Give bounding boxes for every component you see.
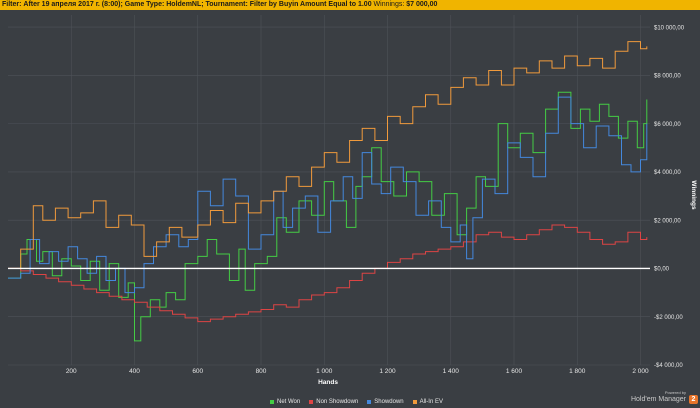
y-tick-label: $2 000,00	[654, 218, 681, 224]
y-tick-label: $6 000,00	[654, 122, 681, 128]
x-tick-label: 1 000	[316, 368, 333, 375]
legend-item-net-won[interactable]: Net Won	[270, 399, 300, 405]
legend-item-all-in-ev[interactable]: All-In EV	[412, 399, 443, 405]
series-line-showdown	[8, 96, 648, 294]
legend-label-non-showdown: Non Showdown	[316, 399, 359, 405]
x-tick-label: 2 000	[632, 368, 649, 375]
filter-text: After 19 апреля 2017 г. (8:00); Game Typ…	[23, 1, 372, 8]
x-tick-label: 1 600	[506, 368, 523, 375]
legend: Net Won Non Showdown Showdown All-In EV	[270, 397, 452, 407]
series-line-all-in-ev	[8, 41, 648, 269]
legend-swatch-all-in-ev	[412, 400, 417, 404]
x-tick-label: 1 800	[569, 368, 586, 375]
series-line-non-showdown	[8, 224, 648, 323]
x-tick-label: 800	[256, 368, 267, 375]
x-axis-title: Hands	[318, 379, 338, 386]
y-axis-title: Winnings	[690, 180, 697, 210]
winnings-chart: 200 400 600 800 1 000 1 200 1 400 1 600 1 800 2 0…	[8, 15, 697, 386]
x-tick-label: 1 200	[379, 368, 396, 375]
hem-logo-icon: 2	[689, 395, 698, 404]
y-tick-label: -$2 000,00	[654, 315, 683, 321]
x-tick-label: 600	[192, 368, 203, 375]
winnings-value: $7 000,00	[406, 1, 438, 8]
axis-labels: 200 400 600 800 1 000 1 200 1 400 1 600 1 800 2 0…	[8, 25, 697, 386]
x-tick-label: 1 400	[443, 368, 460, 375]
series-lines	[8, 41, 648, 342]
winnings-label: Winnings:	[373, 1, 405, 8]
legend-swatch-net-won	[270, 400, 274, 404]
legend-label-net-won: Net Won	[277, 399, 301, 405]
series-line-net-won	[8, 91, 648, 342]
legend-swatch-non-showdown	[309, 400, 314, 404]
brand-powered-by: Powered by	[664, 390, 686, 395]
legend-item-non-showdown[interactable]: Non Showdown	[309, 399, 358, 405]
legend-label-all-in-ev: All-In EV	[419, 399, 443, 405]
filter-bar: Filter: After 19 апреля 2017 г. (8:00); …	[0, 0, 700, 10]
legend-item-showdown[interactable]: Showdown	[367, 399, 404, 405]
x-tick-label: 200	[66, 368, 77, 375]
y-tick-label: -$4 000,00	[654, 363, 683, 369]
y-tick-label: $8 000,00	[654, 74, 681, 80]
y-tick-label: $10 000,00	[654, 25, 685, 31]
y-tick-label: $4 000,00	[654, 170, 681, 176]
y-tick-label: $0,00	[654, 267, 670, 273]
x-tick-label: 400	[129, 368, 140, 375]
brand: Powered by Hold'em Manager	[630, 390, 686, 404]
grid-lines	[8, 15, 650, 366]
filter-label: Filter:	[2, 1, 22, 8]
legend-label-showdown: Showdown	[374, 399, 404, 405]
legend-swatch-showdown	[367, 400, 372, 404]
brand-name: Hold'em Manager	[630, 396, 686, 403]
